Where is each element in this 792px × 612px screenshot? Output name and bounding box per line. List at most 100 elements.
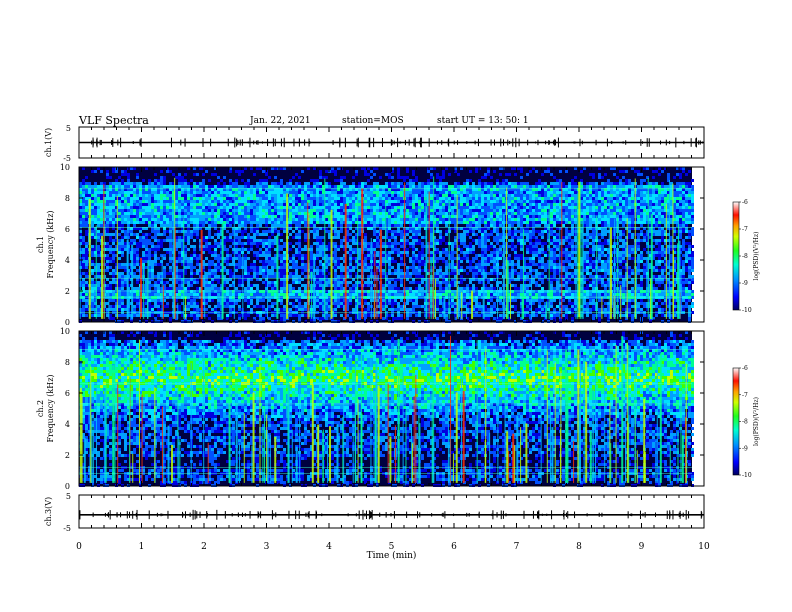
ch1-spectrogram-cell xyxy=(169,239,172,242)
ch1-spectrogram-cell xyxy=(316,239,319,242)
ch1-spectrogram-cell xyxy=(142,209,145,212)
ch1-spectrogram-cell xyxy=(352,221,355,224)
ch1-spectrogram-cell xyxy=(157,179,160,182)
ch1-spectrogram-cell xyxy=(184,209,187,212)
ch1-spectrogram-cell xyxy=(391,191,394,194)
ch1-spectrogram-cell xyxy=(226,263,229,266)
ch1-spectrogram-cell xyxy=(406,191,409,194)
ch1-spectrogram-cell xyxy=(109,221,112,224)
ch1-spectrogram-cell xyxy=(352,239,355,242)
ch1-spectrogram-cell xyxy=(382,224,385,227)
ch1-spectrogram-cell xyxy=(319,254,322,257)
ch1-spectrogram-cell xyxy=(100,224,103,227)
ch1-spectrogram-cell xyxy=(229,254,232,257)
ch1-spectrogram-cell xyxy=(265,206,268,209)
ch1-spectrogram-cell xyxy=(268,197,271,200)
ch1-spectrogram-cell xyxy=(202,206,205,209)
ch1-spectrogram-cell xyxy=(409,200,412,203)
ch1-spectrogram-cell xyxy=(250,197,253,200)
ch1-spectrogram-cell xyxy=(118,221,121,224)
ch1-spectrogram-cell xyxy=(274,203,277,206)
ch1-spectrogram-cell xyxy=(310,209,313,212)
ch1-spectrogram-cell xyxy=(109,182,112,185)
ch1-spectrogram-cell xyxy=(229,233,232,236)
ch1-spectrogram-cell xyxy=(298,242,301,245)
ch1-spectrogram-cell xyxy=(205,203,208,206)
ch1-spectrogram-cell xyxy=(202,218,205,221)
ch1-spectrogram-cell xyxy=(301,272,304,275)
ch1-spectrogram-cell xyxy=(274,224,277,227)
ch1-spectrogram-cell xyxy=(280,275,283,278)
ch1-spectrogram-cell xyxy=(235,251,238,254)
ch1-spectrogram-cell xyxy=(151,185,154,188)
ch1-spectrogram-cell xyxy=(244,272,247,275)
ch1-spectrogram-cell xyxy=(208,251,211,254)
ch1-spectrogram-cell xyxy=(223,209,226,212)
ch1-spectrogram-cell xyxy=(163,185,166,188)
ch1-spectrogram-cell xyxy=(319,269,322,272)
ch1-spectrogram-cell xyxy=(340,185,343,188)
ch1-spectrogram-cell xyxy=(118,209,121,212)
ch1-spectrogram-cell xyxy=(148,203,151,206)
ch1-spectrogram-cell xyxy=(208,266,211,269)
ch1-spectrogram-cell xyxy=(382,197,385,200)
ch1-spectrogram-cell xyxy=(253,263,256,266)
ch1-spectrogram-cell xyxy=(334,215,337,218)
ch1-spectrogram-cell xyxy=(217,176,220,179)
ch1-spectrogram-cell xyxy=(373,191,376,194)
ch1-spectrogram-cell xyxy=(91,260,94,263)
ch1-spectrogram-cell xyxy=(283,206,286,209)
ch1-spectrogram-cell xyxy=(148,269,151,272)
ch1-spectrogram-cell xyxy=(139,221,142,224)
ch1-spectrogram-cell xyxy=(325,176,328,179)
ch1-spectrogram-cell xyxy=(214,308,217,311)
ch1-spectrogram-cell xyxy=(205,242,208,245)
ch1-spectrogram-cell xyxy=(262,290,265,293)
ch1-spectrogram-cell xyxy=(112,293,115,296)
ch1-spectrogram-cell xyxy=(169,224,172,227)
ch1-spectrogram-cell xyxy=(358,224,361,227)
ch1-spectrogram-cell xyxy=(211,209,214,212)
ch1-spectrogram-cell xyxy=(127,206,130,209)
ch1-spectrogram-cell xyxy=(337,218,340,221)
ch1-waveform-ylabel: ch.1(V) xyxy=(44,128,53,157)
ch1-spectrogram-cell xyxy=(292,290,295,293)
ch1-spectrogram-cell xyxy=(397,302,400,305)
ch1-spectrogram-cell xyxy=(400,182,403,185)
ch1-spectrogram-cell xyxy=(82,215,85,218)
ch1-spectrogram-cell xyxy=(436,275,439,278)
ch1-spectrogram-cell xyxy=(310,221,313,224)
ch1-spectrogram-cell xyxy=(229,257,232,260)
ch1-spectrogram-cell xyxy=(151,314,154,317)
ch1-spectrogram-cell xyxy=(229,314,232,317)
ch1-spectrogram-cell xyxy=(235,170,238,173)
ch1-spectrogram-cell xyxy=(289,293,292,296)
ch1-spectrogram-cell xyxy=(328,308,331,311)
ch1-spectrogram-cell xyxy=(106,212,109,215)
ch1-spectrogram-cell xyxy=(217,281,220,284)
ch1-spectrogram-cell xyxy=(274,182,277,185)
ch1-spectrogram-cell xyxy=(415,290,418,293)
ch1-spectrogram-cell xyxy=(301,209,304,212)
ch1-spectrogram-cell xyxy=(436,260,439,263)
ch1-spectrogram-cell xyxy=(313,200,316,203)
ch1-spectrogram-cell xyxy=(97,281,100,284)
ch1-spectrogram-cell xyxy=(307,197,310,200)
ch1-spectrogram-cell xyxy=(139,194,142,197)
ch1-spectrogram-cell xyxy=(259,203,262,206)
ch1-spectrogram-cell xyxy=(178,209,181,212)
ch1-spectrogram-cell xyxy=(247,206,250,209)
ch1-spectrogram-cell xyxy=(268,269,271,272)
ch1-spectrogram-cell xyxy=(328,284,331,287)
ch1-spectrogram-cell xyxy=(253,221,256,224)
ch1-spectrogram-cell xyxy=(364,284,367,287)
ch1-spectrogram-cell xyxy=(418,233,421,236)
ch1-spectrogram-cell xyxy=(157,230,160,233)
ch1-spectrogram-cell xyxy=(109,212,112,215)
ch1-spectrogram-cell xyxy=(439,269,442,272)
ch1-spectrogram-cell xyxy=(280,200,283,203)
ch1-spectrogram-cell xyxy=(121,290,124,293)
ch1-spectrogram-cell xyxy=(400,314,403,317)
ch1-spectrogram-cell xyxy=(340,230,343,233)
ch1-spectrogram-cell xyxy=(136,206,139,209)
